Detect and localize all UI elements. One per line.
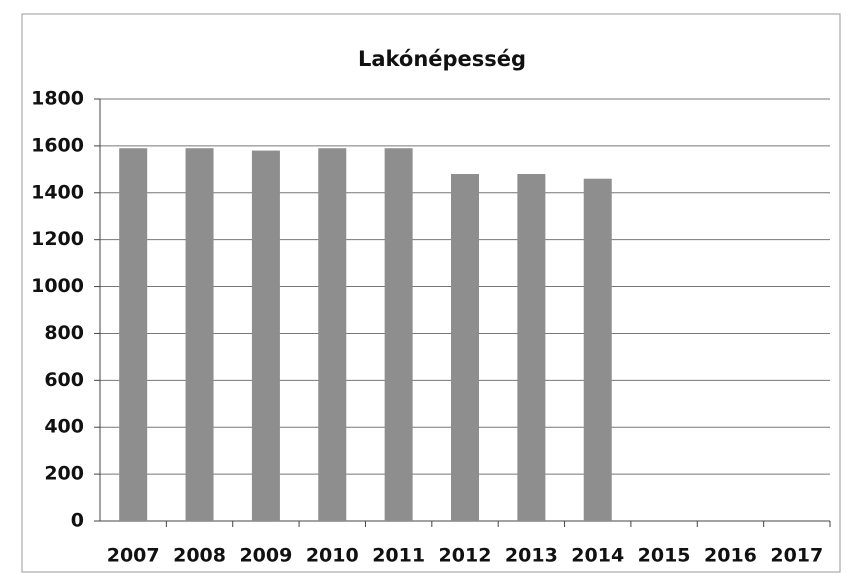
x-tick-label: 2007 [107, 545, 160, 567]
y-tick-label: 1800 [31, 88, 84, 110]
bar [451, 174, 479, 521]
y-tick-label: 1400 [31, 181, 84, 203]
bar [517, 174, 546, 521]
y-tick-label: 0 [71, 510, 84, 532]
x-tick-label: 2015 [638, 545, 691, 567]
x-tick-label: 2011 [372, 545, 425, 567]
bar [318, 148, 347, 521]
y-tick-label: 400 [44, 416, 84, 438]
y-tick-label: 800 [44, 322, 84, 344]
bar [185, 148, 214, 521]
bar [384, 148, 413, 521]
y-tick-label: 1000 [31, 275, 84, 297]
x-tick-label: 2013 [505, 545, 558, 567]
chart-title: Lakónépesség [358, 47, 526, 71]
y-tick-label: 600 [44, 369, 84, 391]
y-tick-label: 200 [44, 463, 84, 485]
x-tick-label: 2016 [704, 545, 757, 567]
x-tick-label: 2017 [770, 545, 823, 567]
x-tick-label: 2008 [173, 545, 226, 567]
chart-frame [21, 13, 841, 573]
bar [251, 150, 280, 522]
bar [119, 148, 148, 521]
bar [583, 178, 612, 521]
x-tick-label: 2014 [571, 545, 624, 567]
y-tick-label: 1600 [31, 134, 84, 156]
x-tick-label: 2010 [306, 545, 359, 567]
y-tick-label: 1200 [31, 228, 84, 250]
x-tick-label: 2009 [239, 545, 292, 567]
x-tick-label: 2012 [439, 545, 492, 567]
